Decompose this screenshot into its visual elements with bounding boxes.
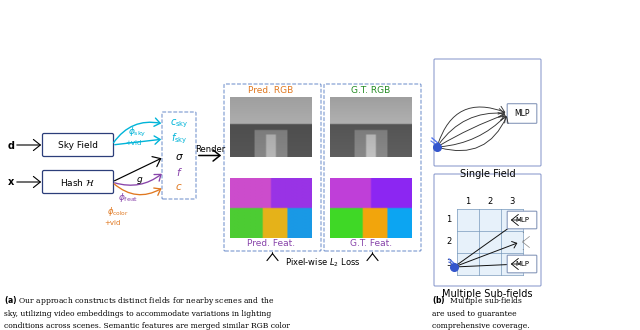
Text: $\mathbf{(b)}$  Multiple sub-fields
are used to guarantee
comprehensive coverage: $\mathbf{(b)}$ Multiple sub-fields are u… [432, 294, 530, 330]
Text: 3: 3 [509, 197, 515, 207]
Text: Pred. Feat.: Pred. Feat. [247, 239, 295, 248]
Text: G.T. RGB: G.T. RGB [351, 86, 390, 95]
FancyBboxPatch shape [42, 134, 113, 156]
Bar [457, 209, 523, 275]
Text: 2: 2 [488, 197, 493, 207]
Text: $\phi_\mathrm{color}$: $\phi_\mathrm{color}$ [107, 206, 129, 218]
FancyBboxPatch shape [434, 174, 541, 286]
Text: 1: 1 [446, 215, 452, 224]
Text: $\mathbf{d}$: $\mathbf{d}$ [7, 139, 15, 151]
FancyBboxPatch shape [507, 255, 537, 273]
Text: 1: 1 [465, 197, 470, 207]
Text: 3: 3 [446, 259, 452, 269]
Text: MLP: MLP [515, 217, 529, 223]
Text: Hash $\mathcal{H}$: Hash $\mathcal{H}$ [60, 177, 95, 187]
Text: +vid: +vid [104, 220, 120, 226]
Text: $\mathbf{(a)}$ Our approach constructs distinct fields for nearby scenes and the: $\mathbf{(a)}$ Our approach constructs d… [4, 294, 290, 330]
Text: $f$: $f$ [175, 166, 182, 178]
Text: Single Field: Single Field [460, 169, 515, 179]
Text: +vid: +vid [125, 140, 141, 146]
Text: Multiple Sub-fields: Multiple Sub-fields [442, 289, 532, 299]
Text: G.T. Feat.: G.T. Feat. [350, 239, 392, 248]
Text: $\sigma$: $\sigma$ [175, 152, 184, 162]
Text: $\phi_\mathrm{feat}$: $\phi_\mathrm{feat}$ [118, 191, 138, 205]
FancyBboxPatch shape [507, 211, 537, 229]
FancyBboxPatch shape [434, 59, 541, 166]
Text: 2: 2 [446, 238, 452, 247]
Text: MLP: MLP [515, 109, 530, 118]
Text: g: g [136, 175, 142, 183]
Text: $\phi_\mathrm{sky}$: $\phi_\mathrm{sky}$ [128, 125, 147, 139]
Text: Render: Render [195, 145, 225, 154]
FancyBboxPatch shape [224, 84, 321, 251]
Text: ·
·
·: · · · [521, 229, 524, 255]
FancyBboxPatch shape [42, 171, 113, 193]
Text: $c_\mathrm{sky}$: $c_\mathrm{sky}$ [170, 118, 188, 130]
FancyBboxPatch shape [324, 84, 421, 251]
Text: Pixel-wise $L_2$ Loss: Pixel-wise $L_2$ Loss [285, 257, 360, 269]
Text: MLP: MLP [515, 261, 529, 267]
Text: Sky Field: Sky Field [58, 141, 98, 149]
Text: $\mathbf{x}$: $\mathbf{x}$ [7, 177, 15, 187]
Text: Pred. RGB: Pred. RGB [248, 86, 294, 95]
Text: $f_\mathrm{sky}$: $f_\mathrm{sky}$ [171, 132, 188, 146]
Text: $c$: $c$ [175, 182, 183, 192]
FancyBboxPatch shape [507, 104, 537, 123]
FancyBboxPatch shape [162, 112, 196, 199]
